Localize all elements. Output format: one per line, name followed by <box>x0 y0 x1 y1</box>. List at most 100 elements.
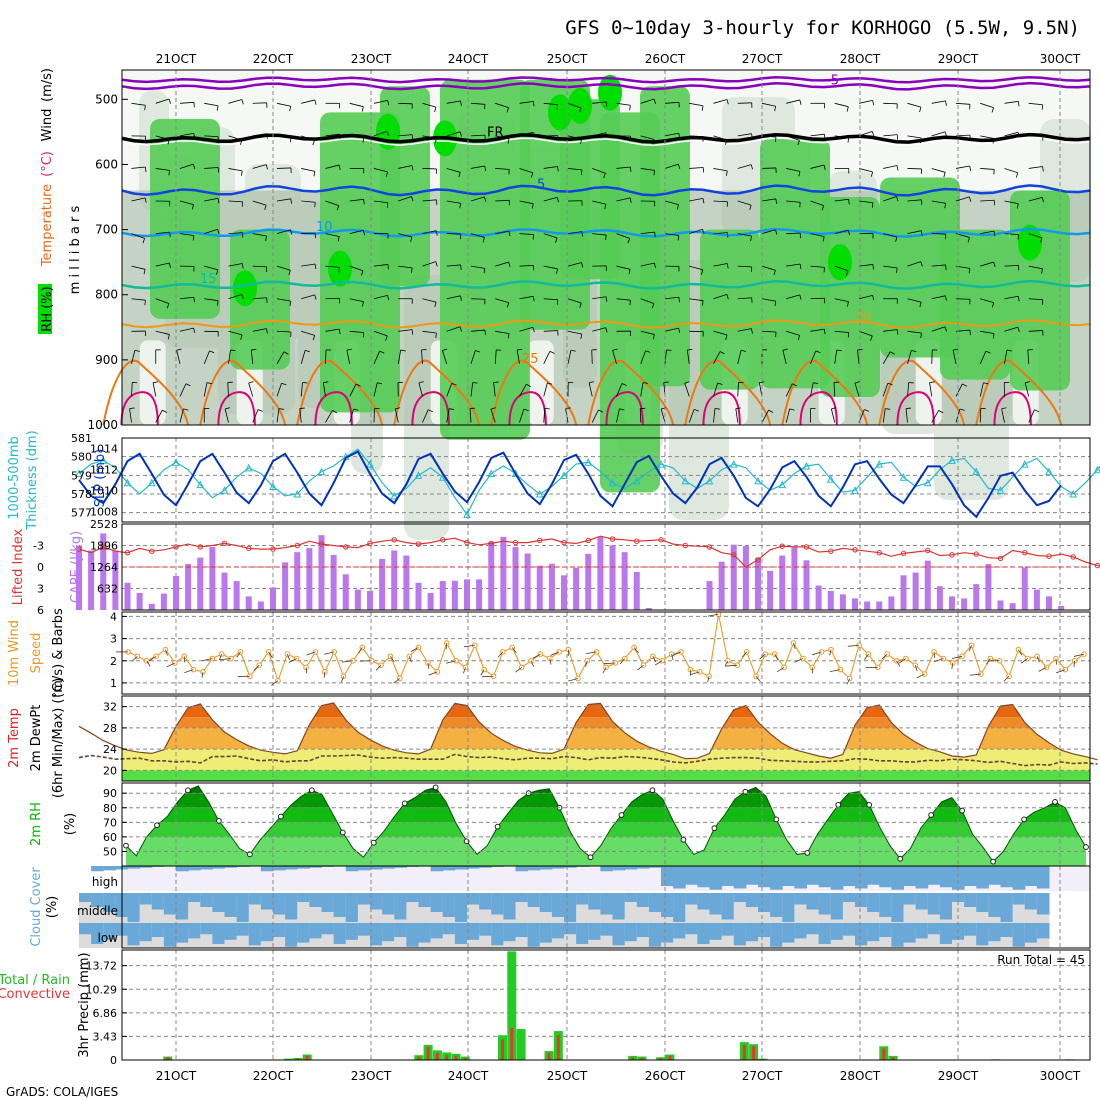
wind-barb <box>713 232 728 234</box>
wind-barb <box>761 330 777 333</box>
wind-barb <box>422 135 437 139</box>
wind-barb <box>228 330 243 336</box>
slp-thickness-panel: 577 578 579 580 581 1008 1010 1012 1014 <box>71 432 1100 523</box>
wind-barb <box>422 330 437 334</box>
wind-barb <box>446 660 457 664</box>
thickness-marker <box>923 478 932 487</box>
tick-label: 32 <box>103 701 117 714</box>
wind-barb-flag <box>678 328 681 334</box>
date-label-top: 23OCT <box>351 52 392 66</box>
wind-barb <box>782 350 787 364</box>
li-tick: 0 <box>37 561 44 574</box>
wind-barb-flag <box>386 131 390 137</box>
wind-barb-flag <box>992 138 995 144</box>
wind-barb <box>810 328 825 332</box>
wind-barb-flag <box>475 350 481 353</box>
wind-barb <box>228 349 231 364</box>
lifted-index-marker <box>779 543 785 549</box>
wind-barb-flag <box>605 132 608 138</box>
wind-barb <box>858 200 873 204</box>
lifted-index-marker <box>464 539 470 546</box>
wind10-axis-label-3: (m/s) & Barbs <box>51 608 66 698</box>
wind-barb-flag <box>813 382 819 385</box>
wind-barb <box>955 383 963 397</box>
wind-barb-flag <box>506 107 509 113</box>
cape-bar <box>730 544 737 610</box>
wind-barb-flag <box>168 98 171 104</box>
lifted-index-line <box>78 535 1100 568</box>
lifted-index-marker <box>731 552 737 558</box>
wind-barb-flag <box>580 138 583 144</box>
wind-barb <box>373 130 388 137</box>
wind-barb-flag <box>831 407 837 410</box>
wind-barb <box>1018 649 1023 656</box>
wind-barb <box>786 135 800 141</box>
wind-barb <box>690 671 700 675</box>
bottom-date-axis: 21OCT 22OCT 23OCT 24OCT 25OCT 26OCT 27OCT 28OCT… <box>156 1069 1081 1083</box>
lifted-index-marker <box>585 537 591 544</box>
wind-barb-flag <box>230 349 236 352</box>
wind-barb-flag <box>895 236 898 242</box>
wind-barb <box>724 660 729 667</box>
cloud-unit-label: (%) <box>45 896 60 919</box>
tick-label: 80 <box>103 802 117 815</box>
wind-barb-flag <box>435 332 437 339</box>
cloud-middle-cell <box>661 893 674 917</box>
wind-barb-flag <box>395 407 401 410</box>
precip-convective-bar <box>640 1057 644 1060</box>
cloud-high-cell <box>260 866 274 872</box>
cloud-high-cell <box>709 866 723 890</box>
thickness-marker <box>996 486 1005 494</box>
wind-barb-flag <box>630 166 632 173</box>
rh-dry-column <box>527 340 554 425</box>
wind-barb <box>373 294 388 300</box>
cape-tick: 2528 <box>90 518 118 531</box>
wind-barb-flag <box>621 383 627 386</box>
cloud-low-cell <box>406 923 419 947</box>
temperature-contour <box>121 319 1091 329</box>
wind-barb-flag <box>283 351 289 355</box>
wind-barb-flag <box>870 171 873 177</box>
wind-barb <box>707 613 719 617</box>
wind-barb <box>1028 102 1043 106</box>
wind-barb <box>833 382 836 397</box>
wind-barb-flag <box>332 410 338 414</box>
wind-barb <box>201 671 204 678</box>
wind-barb-flag <box>887 382 893 386</box>
cloud-middle-cell <box>273 893 286 915</box>
wind-barb-flag <box>337 236 340 242</box>
wind-barb-flag <box>288 270 291 276</box>
wind-barb-flag <box>847 301 849 307</box>
tick-label: 2 <box>110 655 117 668</box>
cloud-middle-cell <box>988 893 1001 917</box>
wind-barb <box>398 196 412 202</box>
lifted-index-marker <box>755 557 761 563</box>
wind-barb <box>1055 658 1058 665</box>
wind-barb <box>543 298 558 301</box>
wind-barb-flag <box>547 382 553 385</box>
cloud-middle-cell <box>382 893 395 915</box>
thickness-marker <box>75 469 83 477</box>
wind-barb-flag <box>264 204 267 211</box>
slp-tick: 1008 <box>90 506 118 519</box>
wind-barb <box>810 164 825 169</box>
precip-panel: 0 3.43 6.86 10.29 13.72 <box>86 949 1091 1067</box>
wind-barb <box>980 199 995 202</box>
cloud-middle-cell <box>697 893 710 910</box>
wind-barb <box>931 168 946 173</box>
precip-convective-bar <box>668 1055 672 1060</box>
wind-barb <box>301 200 316 203</box>
wind-barb-flag <box>725 139 728 145</box>
cloud-high-cell <box>467 866 480 869</box>
wind-barb <box>858 330 873 337</box>
cloud-low-cell <box>709 923 723 940</box>
wind-barb <box>761 229 776 234</box>
wind-barb <box>955 102 970 105</box>
wind-barb <box>640 382 644 397</box>
wind-barb <box>713 135 728 141</box>
thickness-marker <box>414 471 423 479</box>
wind-barb-flag <box>993 231 996 237</box>
wind-barb <box>907 135 922 139</box>
cloud-middle-cell <box>806 893 820 910</box>
cloud-level-low: low <box>98 931 119 945</box>
